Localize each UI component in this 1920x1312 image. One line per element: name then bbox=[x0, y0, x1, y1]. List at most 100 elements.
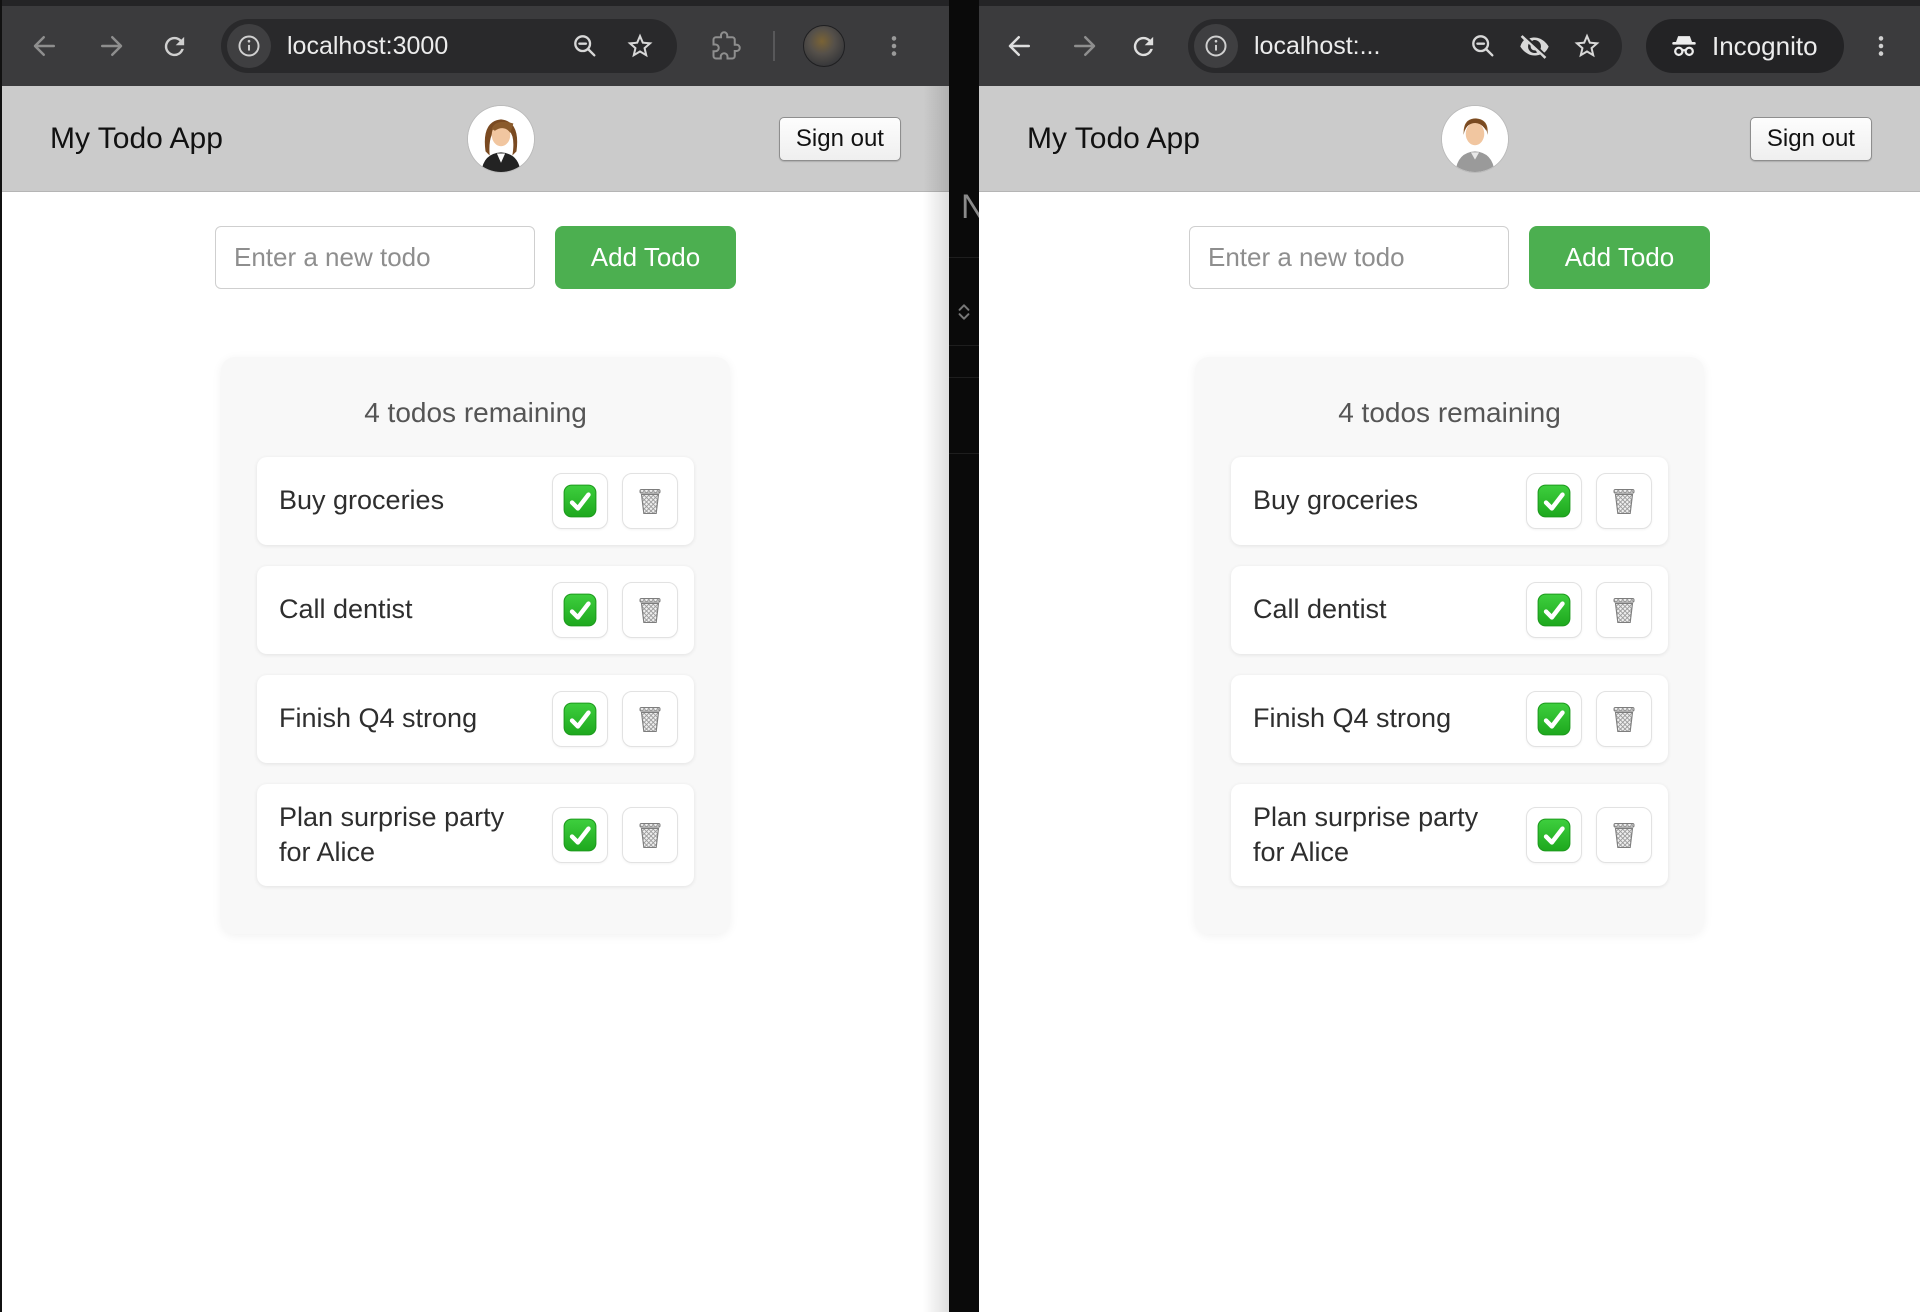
app-header: My Todo App Sign out bbox=[2, 86, 949, 192]
new-todo-input[interactable] bbox=[1189, 226, 1509, 289]
background-letter: N bbox=[961, 188, 979, 226]
back-icon[interactable] bbox=[1005, 31, 1035, 61]
toggle-complete-button[interactable] bbox=[552, 807, 608, 864]
reload-icon[interactable] bbox=[160, 32, 189, 61]
window-gap: N bbox=[949, 0, 979, 1312]
toggle-complete-button[interactable] bbox=[1526, 582, 1582, 638]
add-todo-button[interactable]: Add Todo bbox=[1529, 226, 1710, 289]
todo-label: Buy groceries bbox=[279, 485, 445, 516]
todo-label: Call dentist bbox=[279, 594, 413, 625]
app-title: My Todo App bbox=[50, 121, 223, 155]
todo-item: Buy groceries bbox=[1231, 457, 1668, 545]
profile-avatar[interactable] bbox=[803, 25, 845, 67]
divider-line bbox=[949, 257, 979, 258]
sign-out-button[interactable]: Sign out bbox=[1749, 116, 1872, 161]
todo-label: Buy groceries bbox=[1253, 485, 1419, 516]
chevron-up-down-icon bbox=[954, 300, 974, 324]
toggle-complete-button[interactable] bbox=[1526, 691, 1582, 747]
toggle-complete-button[interactable] bbox=[552, 473, 608, 529]
zoom-out-icon[interactable] bbox=[1469, 32, 1497, 60]
app-header: My Todo App Sign out bbox=[979, 86, 1920, 192]
todo-label: Plan surprise party for Alice bbox=[279, 802, 505, 868]
delete-todo-button[interactable] bbox=[1596, 582, 1652, 638]
toolbar-separator bbox=[773, 31, 775, 61]
user-avatar-man bbox=[1441, 105, 1508, 172]
divider-line bbox=[949, 345, 979, 346]
toggle-complete-button[interactable] bbox=[1526, 473, 1582, 529]
address-bar[interactable]: localhost:3000 bbox=[221, 19, 677, 73]
trash-icon bbox=[639, 489, 661, 515]
zoom-out-icon[interactable] bbox=[571, 32, 599, 60]
forward-icon[interactable] bbox=[96, 31, 126, 61]
checked-checkbox-icon bbox=[1537, 593, 1571, 627]
delete-todo-button[interactable] bbox=[622, 473, 678, 529]
todo-form: Add Todo bbox=[979, 226, 1920, 289]
bookmark-star-icon[interactable] bbox=[1572, 31, 1602, 61]
trash-icon bbox=[639, 598, 661, 624]
incognito-badge: Incognito bbox=[1646, 19, 1844, 73]
delete-todo-button[interactable] bbox=[1596, 473, 1652, 529]
incognito-icon bbox=[1672, 36, 1696, 57]
todo-item: Call dentist bbox=[1231, 566, 1668, 654]
delete-todo-button[interactable] bbox=[622, 582, 678, 638]
forward-icon[interactable] bbox=[1069, 31, 1099, 61]
divider-line bbox=[949, 377, 979, 378]
toggle-complete-button[interactable] bbox=[552, 691, 608, 747]
browser-toolbar: localhost:... bbox=[979, 0, 1920, 86]
checked-checkbox-icon bbox=[1537, 818, 1571, 852]
checked-checkbox-icon bbox=[1537, 702, 1571, 736]
menu-icon[interactable] bbox=[881, 33, 907, 59]
todo-label: Finish Q4 strong bbox=[279, 703, 478, 734]
user-avatar-woman bbox=[467, 105, 534, 172]
todos-remaining-text: 4 todos remaining bbox=[364, 397, 587, 428]
todo-label: Plan surprise party for Alice bbox=[1253, 802, 1479, 868]
delete-todo-button[interactable] bbox=[1596, 691, 1652, 747]
trash-icon bbox=[1613, 823, 1635, 849]
site-info-icon[interactable] bbox=[227, 24, 271, 68]
back-icon[interactable] bbox=[30, 31, 60, 61]
app-main: Add Todo 4 todos remaining Buy groceries bbox=[979, 192, 1920, 935]
todo-item: Buy groceries bbox=[257, 457, 694, 545]
address-bar[interactable]: localhost:... bbox=[1188, 19, 1622, 73]
eye-off-icon[interactable] bbox=[1519, 31, 1550, 62]
toggle-complete-button[interactable] bbox=[552, 582, 608, 638]
add-todo-button[interactable]: Add Todo bbox=[555, 226, 736, 289]
trash-icon bbox=[1613, 598, 1635, 624]
todo-list: Buy groceries Call dentist bbox=[1231, 457, 1668, 887]
toggle-complete-button[interactable] bbox=[1526, 807, 1582, 864]
delete-todo-button[interactable] bbox=[1596, 807, 1652, 864]
todo-card: 4 todos remaining Buy groceries bbox=[221, 357, 730, 935]
app-title: My Todo App bbox=[1027, 121, 1200, 155]
delete-todo-button[interactable] bbox=[622, 691, 678, 747]
delete-todo-button[interactable] bbox=[622, 807, 678, 864]
sign-out-button[interactable]: Sign out bbox=[778, 116, 901, 161]
todo-label: Finish Q4 strong bbox=[1253, 703, 1452, 734]
browser-window-incognito: localhost:... bbox=[979, 0, 1920, 1312]
reload-icon[interactable] bbox=[1129, 32, 1158, 61]
app-main: Add Todo 4 todos remaining Buy groceries bbox=[2, 192, 949, 935]
browser-toolbar: localhost:3000 bbox=[2, 0, 949, 86]
todo-card: 4 todos remaining Buy groceries bbox=[1195, 357, 1704, 935]
todo-item: Finish Q4 strong bbox=[1231, 675, 1668, 763]
site-info-icon[interactable] bbox=[1194, 24, 1238, 68]
todo-item: Call dentist bbox=[257, 566, 694, 654]
checked-checkbox-icon bbox=[1537, 484, 1571, 518]
todo-item: Finish Q4 strong bbox=[257, 675, 694, 763]
menu-icon[interactable] bbox=[1868, 33, 1894, 59]
extensions-icon[interactable] bbox=[711, 31, 741, 61]
todos-remaining-text: 4 todos remaining bbox=[1338, 397, 1561, 428]
trash-icon bbox=[639, 707, 661, 733]
browser-window-regular: localhost:3000 My Todo App bbox=[0, 0, 949, 1312]
divider-line bbox=[949, 453, 979, 454]
url-text: localhost:3000 bbox=[287, 31, 449, 60]
new-todo-input[interactable] bbox=[215, 226, 535, 289]
incognito-label: Incognito bbox=[1712, 30, 1818, 61]
todo-item: Plan surprise party for Alice bbox=[1231, 784, 1668, 887]
todo-list: Buy groceries Call dentist bbox=[257, 457, 694, 887]
trash-icon bbox=[1613, 707, 1635, 733]
bookmark-star-icon[interactable] bbox=[625, 31, 655, 61]
checked-checkbox-icon bbox=[563, 484, 597, 518]
checked-checkbox-icon bbox=[563, 818, 597, 852]
todo-form: Add Todo bbox=[2, 226, 949, 289]
